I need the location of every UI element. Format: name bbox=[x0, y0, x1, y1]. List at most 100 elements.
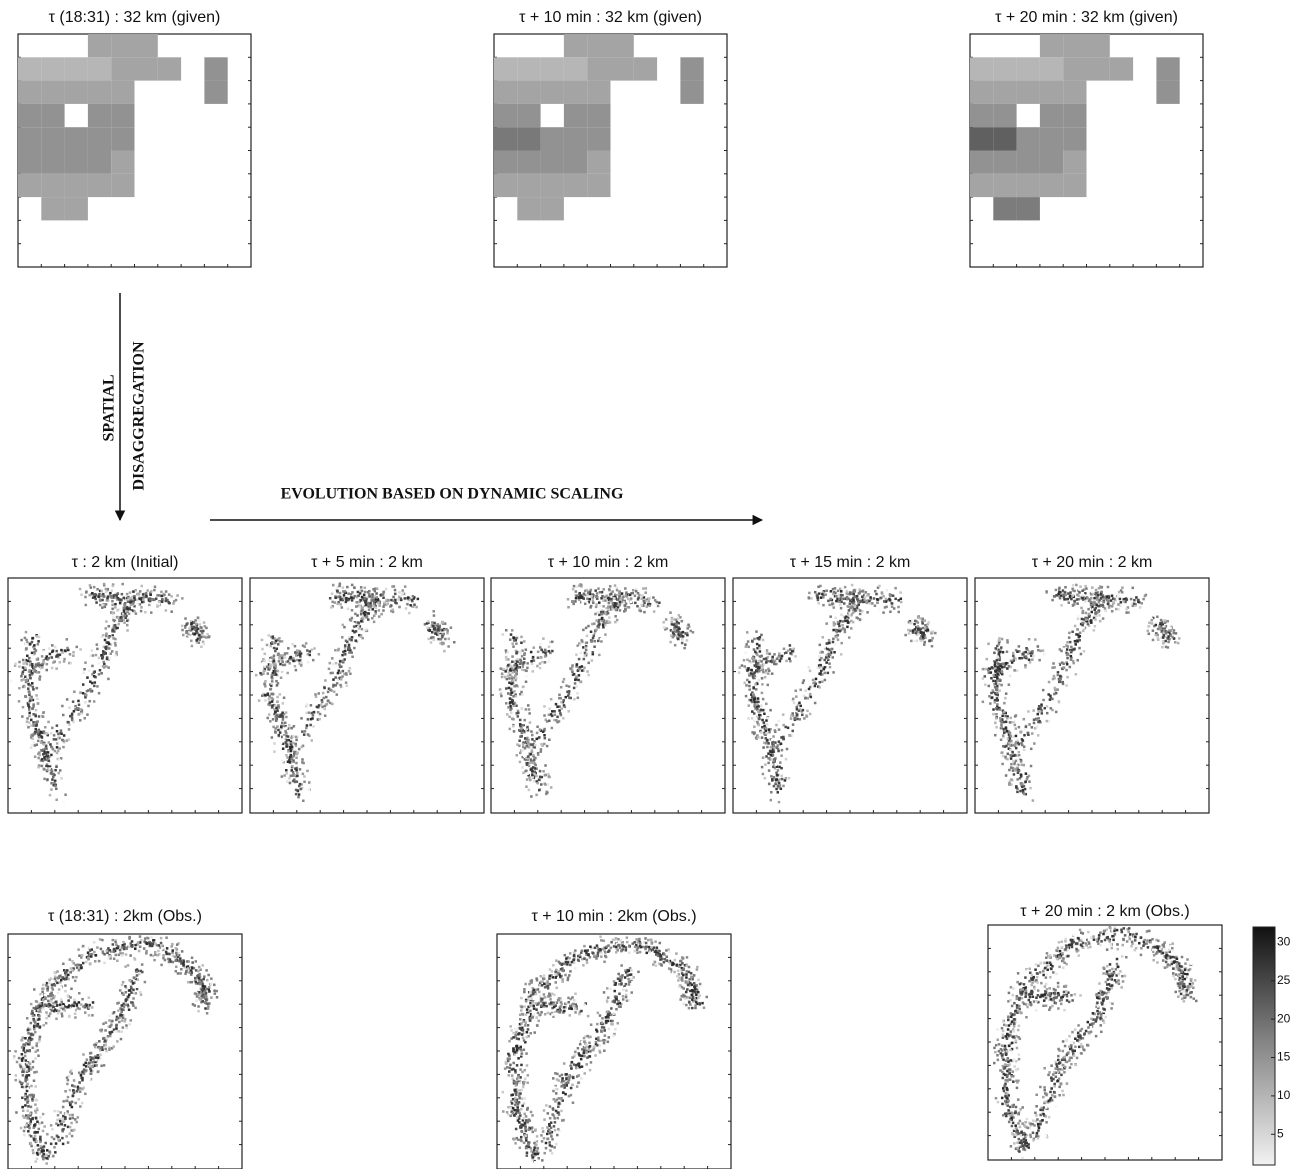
rain-pixel bbox=[521, 766, 524, 769]
rain-pixel bbox=[746, 659, 749, 662]
panel bbox=[975, 578, 1209, 813]
rain-pixel bbox=[519, 663, 522, 666]
rain-pixel bbox=[996, 703, 999, 706]
rain-pixel bbox=[551, 710, 554, 713]
rain-pixel bbox=[138, 598, 141, 601]
rain-pixel bbox=[33, 742, 36, 745]
rain-pixel bbox=[350, 596, 353, 599]
rain-pixel bbox=[27, 687, 30, 690]
rain-pixel bbox=[111, 604, 114, 607]
rain-pixel bbox=[771, 779, 774, 782]
rain-pixel bbox=[882, 595, 885, 598]
rain-pixel bbox=[113, 627, 116, 630]
rain-pixel bbox=[360, 613, 363, 616]
rain-pixel bbox=[583, 658, 586, 661]
rain-pixel bbox=[1039, 707, 1042, 710]
rain-pixel bbox=[516, 658, 519, 661]
rain-pixel bbox=[357, 594, 360, 597]
rain-pixel bbox=[143, 596, 146, 599]
rain-pixel bbox=[506, 713, 509, 716]
rain-pixel bbox=[80, 593, 83, 596]
rain-pixel bbox=[1051, 666, 1054, 669]
rain-pixel bbox=[272, 726, 275, 729]
rain-pixel bbox=[34, 1160, 37, 1163]
rain-pixel bbox=[28, 708, 31, 711]
rain-pixel bbox=[824, 672, 827, 675]
rain-pixel bbox=[1005, 692, 1008, 695]
rain-pixel bbox=[843, 602, 846, 605]
rain-pixel bbox=[1091, 611, 1094, 614]
rain-pixel bbox=[1068, 687, 1071, 690]
rain-pixel bbox=[1074, 643, 1077, 646]
rain-pixel bbox=[780, 767, 783, 770]
rain-pixel bbox=[1025, 772, 1028, 775]
rain-pixel bbox=[378, 604, 381, 607]
rain-pixel bbox=[269, 688, 272, 691]
rain-pixel bbox=[513, 661, 516, 664]
rain-pixel bbox=[1055, 711, 1058, 714]
rain-pixel bbox=[885, 598, 888, 601]
rain-pixel bbox=[760, 731, 763, 734]
rain-pixel bbox=[1123, 600, 1126, 603]
rain-pixel bbox=[1019, 731, 1022, 734]
rain-pixel bbox=[95, 601, 98, 604]
rain-pixel bbox=[1036, 725, 1039, 728]
rain-pixel bbox=[30, 1135, 32, 1138]
rain-pixel bbox=[368, 593, 371, 596]
rain-pixel bbox=[1101, 591, 1104, 594]
rain-pixel bbox=[38, 1128, 41, 1131]
rain-pixel bbox=[521, 707, 524, 710]
rain-pixel bbox=[142, 593, 145, 596]
rain-pixel bbox=[1062, 662, 1065, 665]
rain-pixel bbox=[990, 671, 993, 674]
rain-pixel bbox=[1074, 640, 1077, 643]
rain-pixel bbox=[1169, 627, 1172, 630]
rain-pixel bbox=[760, 634, 763, 637]
rain-pixel bbox=[344, 590, 347, 593]
rain-pixel bbox=[982, 668, 985, 671]
rain-pixel bbox=[520, 691, 523, 694]
rain-pixel bbox=[585, 649, 588, 652]
rain-pixel bbox=[1016, 765, 1019, 768]
rain-pixel bbox=[808, 688, 811, 691]
rain-pixel bbox=[375, 592, 378, 595]
rain-pixel bbox=[200, 630, 203, 633]
rain-pixel bbox=[165, 609, 168, 612]
rain-pixel bbox=[780, 788, 783, 791]
rain-pixel bbox=[1121, 591, 1124, 594]
rain-pixel bbox=[1147, 630, 1150, 633]
rain-pixel bbox=[765, 703, 768, 706]
rain-pixel bbox=[36, 1140, 39, 1143]
rain-pixel bbox=[26, 663, 29, 666]
rain-pixel bbox=[743, 659, 746, 662]
rain-pixel bbox=[1012, 655, 1015, 658]
rain-cell bbox=[1063, 127, 1086, 150]
rain-pixel bbox=[274, 704, 277, 707]
rain-pixel bbox=[31, 637, 34, 640]
rain-pixel bbox=[1118, 591, 1121, 594]
rain-pixel bbox=[272, 693, 275, 696]
rain-pixel bbox=[1156, 616, 1159, 619]
rain-pixel bbox=[291, 643, 294, 646]
rain-pixel bbox=[22, 706, 25, 709]
rain-pixel bbox=[781, 778, 784, 781]
rain-pixel bbox=[1028, 659, 1031, 662]
rain-pixel bbox=[604, 633, 607, 636]
rain-pixel bbox=[532, 656, 535, 659]
rain-pixel bbox=[752, 660, 755, 663]
rain-pixel bbox=[753, 648, 756, 651]
rain-cell bbox=[541, 81, 564, 104]
rain-pixel bbox=[1001, 751, 1004, 754]
rain-pixel bbox=[394, 593, 397, 596]
rain-pixel bbox=[266, 665, 269, 668]
rain-pixel bbox=[681, 642, 684, 645]
rain-pixel bbox=[374, 610, 377, 613]
rain-pixel bbox=[278, 706, 281, 709]
rain-pixel bbox=[31, 663, 34, 666]
rain-pixel bbox=[35, 709, 38, 712]
rain-pixel bbox=[837, 638, 840, 641]
rain-cell bbox=[587, 174, 610, 197]
rain-pixel bbox=[1084, 600, 1087, 603]
rain-pixel bbox=[290, 737, 293, 740]
rain-pixel bbox=[634, 595, 637, 598]
